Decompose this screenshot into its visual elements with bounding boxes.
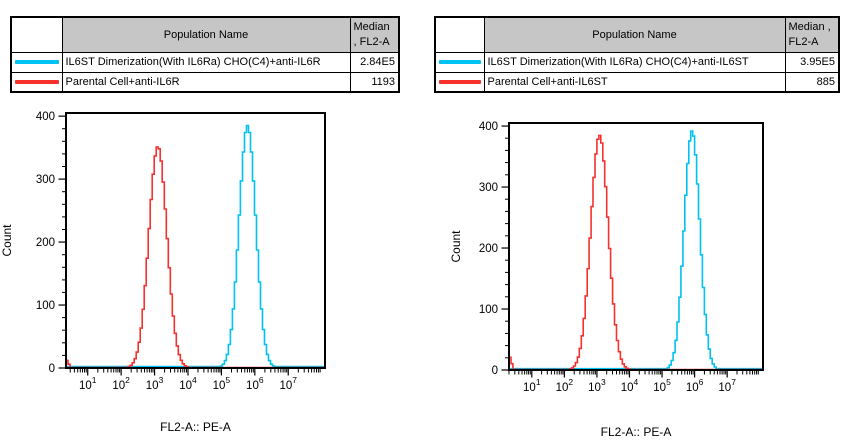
table-row: Parental Cell+anti-IL6ST 885 — [434, 71, 840, 93]
median-header-line1: Median — [353, 20, 390, 33]
x-tick-label: 105 — [653, 377, 671, 394]
median-header-line2: FL2-A — [788, 35, 819, 48]
median-fl2a-header: Median , FL2-A — [784, 16, 840, 53]
flow-histogram-left[interactable]: 101 102 103 104 105 106 107 0 100 200 300 400 FL2-A:… — [0, 100, 430, 445]
y-tick-label: 100 — [479, 304, 498, 316]
population-name-cell: IL6ST Dimerization(With IL6Ra) CHO(C4)+a… — [61, 51, 351, 73]
median-value-cell: 3.95E5 — [784, 51, 840, 73]
x-axis-label: FL2-A:: PE-A — [160, 420, 231, 434]
red-series-swatch — [439, 79, 481, 84]
x-tick-label: 106 — [246, 375, 264, 392]
cyan-series-swatch — [15, 60, 59, 64]
y-tick-label: 300 — [479, 182, 498, 194]
red-histogram-curve — [509, 134, 763, 371]
y-tick-label: 200 — [36, 237, 55, 249]
table-row: IL6ST Dimerization(With IL6Ra) CHO(C4)+a… — [10, 51, 400, 73]
x-tick-label: 104 — [621, 377, 639, 394]
population-name-header: Population Name — [483, 16, 786, 53]
cyan-series-swatch — [439, 60, 481, 64]
plot-frame — [65, 112, 326, 369]
y-axis-label: Count — [0, 224, 14, 257]
x-tick-label: 101 — [79, 375, 97, 392]
cyan-histogram-curve — [66, 124, 325, 368]
median-header-line1: Median , — [788, 20, 831, 33]
table-row: Parental Cell+anti-IL6R 1193 — [10, 71, 400, 93]
y-tick-label: 400 — [36, 111, 55, 123]
table-header-row: Population Name Median , FL2-A — [434, 16, 840, 53]
population-name-cell: IL6ST Dimerization(With IL6Ra) CHO(C4)+a… — [483, 51, 786, 73]
y-axis-label: Count — [449, 230, 463, 263]
median-value-cell: 885 — [784, 71, 840, 93]
x-tick-label: 103 — [146, 375, 164, 392]
series-swatch-cell — [10, 71, 63, 93]
population-name-header: Population Name — [61, 16, 351, 53]
series-swatch-cell — [434, 51, 485, 73]
median-fl2a-header: Median , FL2-A — [349, 16, 400, 53]
y-tick-label: 400 — [479, 121, 498, 133]
series-swatch-cell — [434, 71, 485, 93]
swatch-column-header — [10, 16, 63, 53]
population-name-cell: Parental Cell+anti-IL6ST — [483, 71, 786, 93]
median-value-cell: 1193 — [349, 71, 400, 93]
table-row: IL6ST Dimerization(With IL6Ra) CHO(C4)+a… — [434, 51, 840, 73]
y-tick-label: 0 — [492, 365, 498, 377]
y-tick-label: 0 — [49, 363, 55, 375]
red-series-swatch — [15, 79, 59, 84]
y-tick-label: 300 — [36, 174, 55, 186]
x-tick-label: 107 — [718, 377, 736, 394]
x-tick-label: 102 — [556, 377, 574, 394]
x-tick-label: 107 — [279, 375, 297, 392]
red-histogram-curve — [66, 146, 325, 369]
x-tick-label: 104 — [179, 375, 197, 392]
population-stats-table-left[interactable]: Population Name Median , FL2-A IL6ST Dim… — [10, 16, 400, 93]
median-header-line2: , FL2-A — [353, 35, 390, 48]
x-tick-label: 101 — [523, 377, 541, 394]
median-value-cell: 2.84E5 — [349, 51, 400, 73]
x-axis-label: FL2-A:: PE-A — [601, 425, 672, 439]
population-stats-table-right[interactable]: Population Name Median , FL2-A IL6ST Dim… — [434, 16, 840, 93]
table-header-row: Population Name Median , FL2-A — [10, 16, 400, 53]
x-tick-label: 106 — [686, 377, 704, 394]
series-swatch-cell — [10, 51, 63, 73]
flow-histogram-right[interactable]: 101 102 103 104 105 106 107 0 100 200 300 400 FL2-A:… — [430, 100, 862, 445]
cyan-histogram-curve — [509, 130, 763, 370]
y-tick-label: 100 — [36, 300, 55, 312]
y-tick-label: 200 — [479, 243, 498, 255]
x-tick-label: 103 — [588, 377, 606, 394]
swatch-column-header — [434, 16, 485, 53]
plot-frame — [508, 122, 764, 371]
population-name-cell: Parental Cell+anti-IL6R — [61, 71, 351, 93]
x-tick-label: 105 — [213, 375, 231, 392]
x-tick-label: 102 — [112, 375, 130, 392]
